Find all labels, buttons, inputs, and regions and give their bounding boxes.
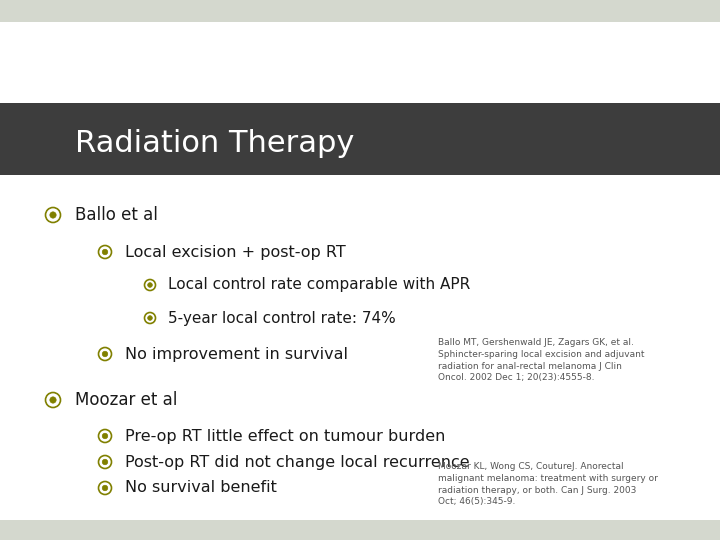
- Circle shape: [102, 351, 108, 357]
- Circle shape: [102, 459, 108, 465]
- Bar: [0, 0, 720, 22]
- Text: Post-op RT did not change local recurrence: Post-op RT did not change local recurren…: [125, 455, 469, 469]
- Circle shape: [102, 433, 108, 438]
- Bar: [0, 520, 720, 540]
- Circle shape: [102, 485, 108, 491]
- Text: Radiation Therapy: Radiation Therapy: [75, 129, 354, 158]
- Circle shape: [148, 316, 153, 320]
- Text: Ballo et al: Ballo et al: [75, 206, 158, 224]
- Text: Moozar KL, Wong CS, CoutureJ. Anorectal
malignant melanoma: treatment with surge: Moozar KL, Wong CS, CoutureJ. Anorectal …: [438, 462, 658, 507]
- Text: Moozar et al: Moozar et al: [75, 391, 177, 409]
- Text: Local control rate comparable with APR: Local control rate comparable with APR: [168, 278, 470, 293]
- Text: No improvement in survival: No improvement in survival: [125, 347, 348, 361]
- Text: 5-year local control rate: 74%: 5-year local control rate: 74%: [168, 310, 396, 326]
- Bar: [0, 103, 720, 175]
- Text: Pre-op RT little effect on tumour burden: Pre-op RT little effect on tumour burden: [125, 429, 446, 443]
- Circle shape: [50, 212, 56, 218]
- Circle shape: [50, 397, 56, 403]
- Circle shape: [148, 283, 153, 287]
- Circle shape: [102, 249, 108, 255]
- Text: Ballo MT, Gershenwald JE, Zagars GK, et al.
Sphincter-sparing local excision and: Ballo MT, Gershenwald JE, Zagars GK, et …: [438, 338, 644, 382]
- Text: No survival benefit: No survival benefit: [125, 481, 277, 496]
- Text: Local excision + post-op RT: Local excision + post-op RT: [125, 245, 346, 260]
